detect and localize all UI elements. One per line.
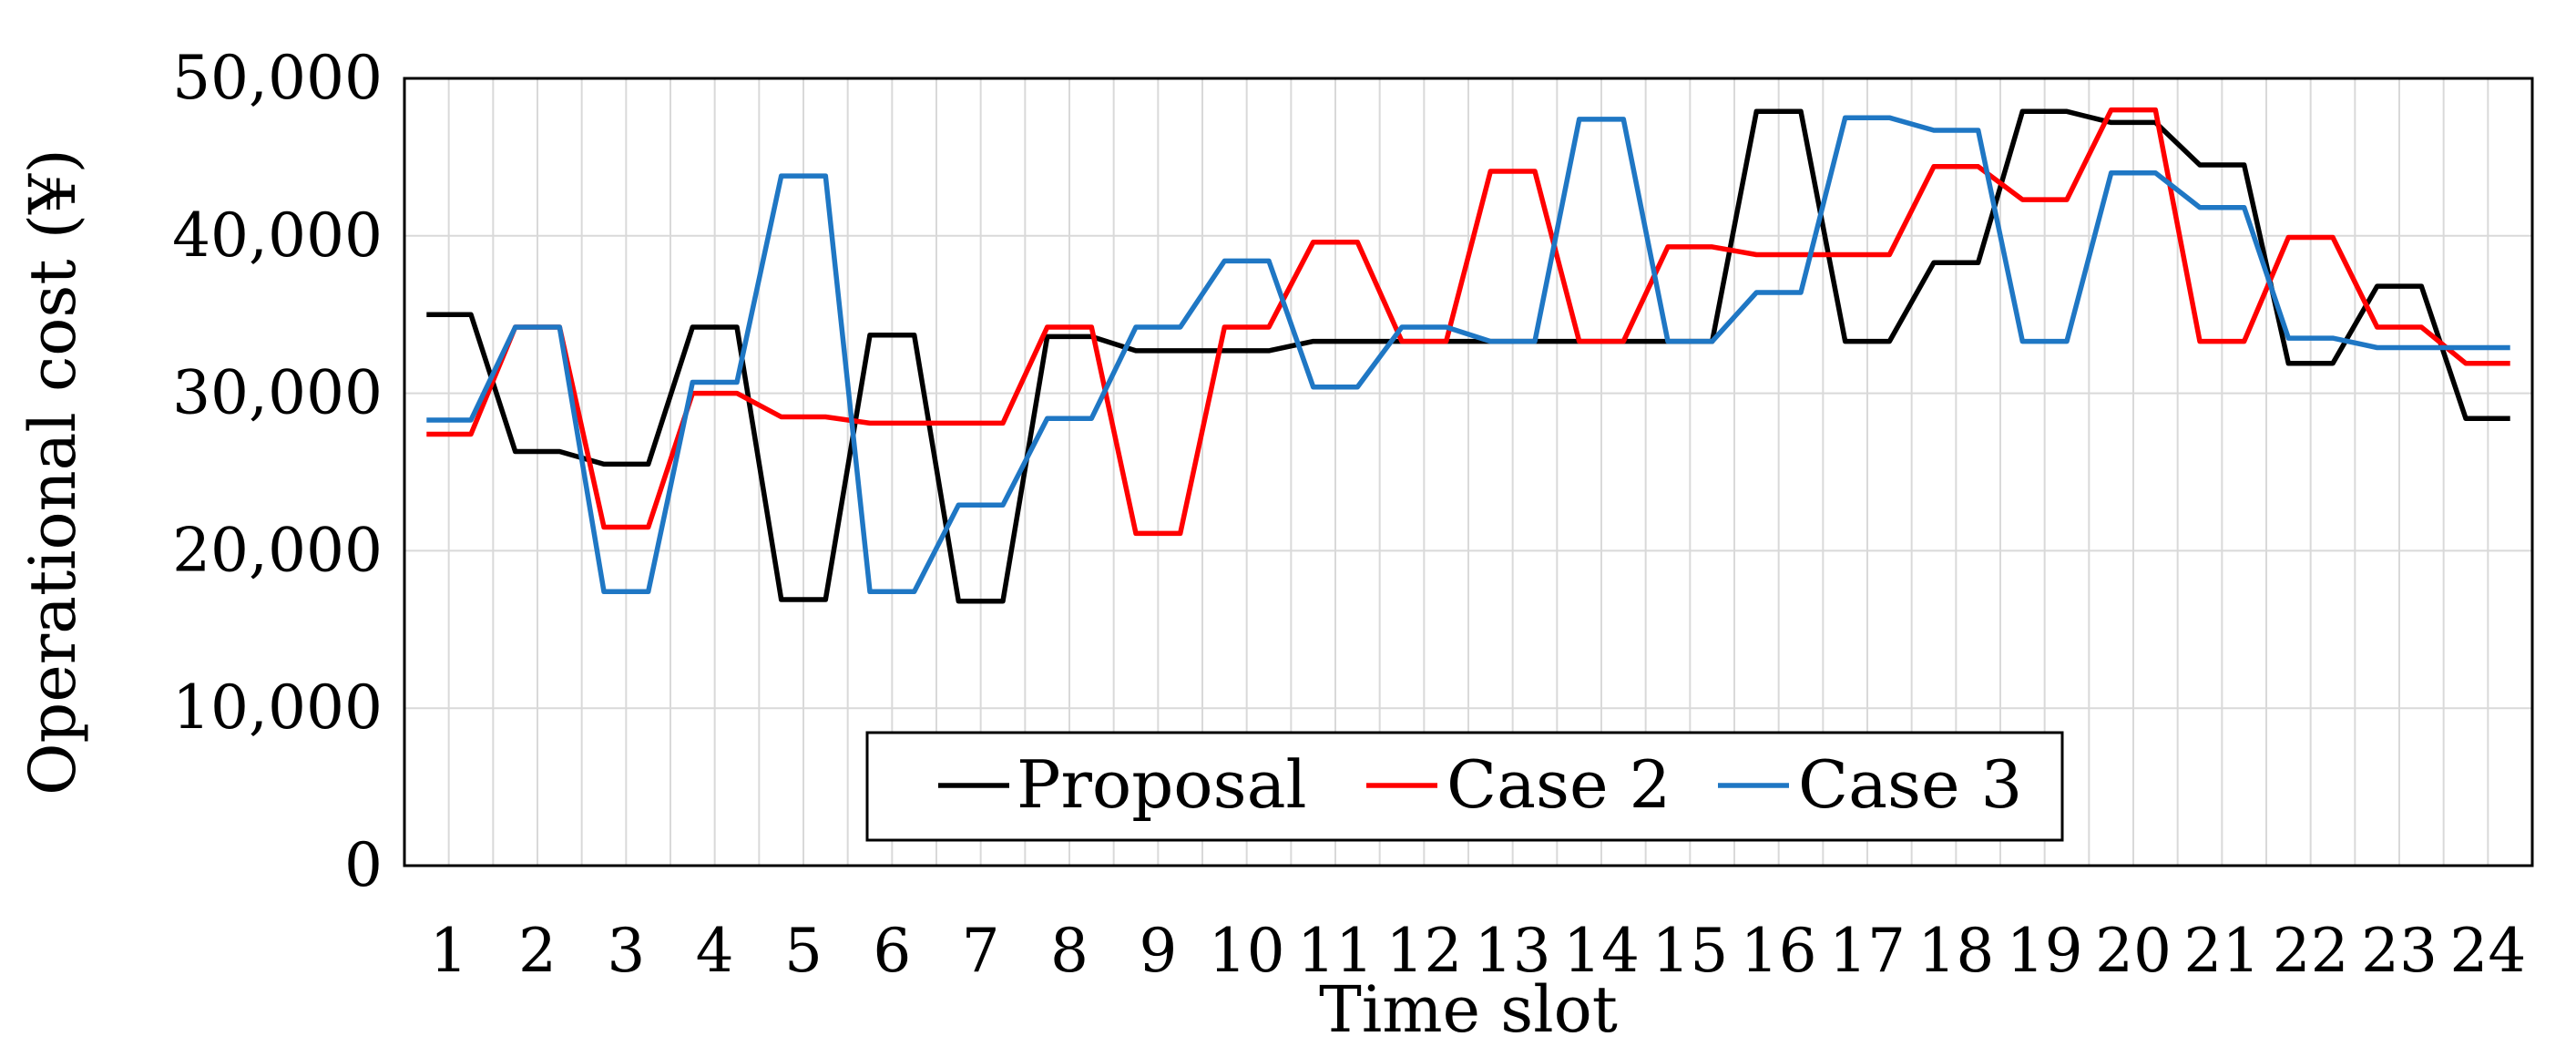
x-tick-label: 20	[2095, 916, 2172, 986]
x-tick-label: 17	[1829, 916, 1906, 986]
x-tick-label: 12	[1385, 916, 1462, 986]
y-tick-label: 20,000	[172, 515, 383, 585]
x-tick-label: 8	[1050, 916, 1089, 986]
y-axis-ticks: 0 10,000 20,000 30,000 40,000 50,000	[172, 43, 383, 900]
y-axis-title: Operational cost (¥)	[15, 149, 90, 795]
series-line-case-2	[426, 107, 2510, 537]
y-tick-label: 50,000	[172, 43, 383, 113]
x-tick-label: 14	[1563, 916, 1640, 986]
x-axis-title: Time slot	[1319, 972, 1618, 1047]
x-axis-ticks: 1 2 3 4 5 6 7 8 9 10 11 12 13 14 15 16 17 18 19 20 21 22 23 24	[430, 916, 2527, 986]
x-tick-label: 4	[696, 916, 734, 986]
x-tick-label: 5	[784, 916, 823, 986]
x-tick-label: 22	[2273, 916, 2349, 986]
x-tick-label: 15	[1651, 916, 1728, 986]
x-tick-label: 2	[518, 916, 557, 986]
x-tick-label: 9	[1139, 916, 1177, 986]
x-tick-label: 10	[1209, 916, 1285, 986]
legend-label-case-3: Case 3	[1798, 746, 2022, 823]
series-line-proposal	[426, 108, 2510, 604]
x-tick-label: 11	[1297, 916, 1374, 986]
y-tick-label: 40,000	[172, 200, 383, 271]
plot-frame	[403, 77, 2534, 867]
x-tick-label: 16	[1741, 916, 1817, 986]
x-tick-label: 19	[2007, 916, 2083, 986]
x-tick-label: 13	[1475, 916, 1551, 986]
x-tick-label: 7	[962, 916, 1000, 986]
y-tick-label: 10,000	[172, 672, 383, 743]
y-tick-label: 30,000	[172, 358, 383, 428]
x-tick-label: 3	[607, 916, 645, 986]
y-tick-label: 0	[344, 830, 383, 900]
legend-box	[865, 731, 2064, 842]
legend-label-case-2: Case 2	[1446, 746, 1671, 823]
x-tick-label: 18	[1917, 916, 1994, 986]
x-tick-label: 1	[430, 916, 468, 986]
x-tick-label: 6	[873, 916, 911, 986]
legend: Proposal Case 2 Case 3	[865, 731, 2064, 842]
series-layer	[426, 107, 2510, 604]
x-tick-label: 23	[2361, 916, 2438, 986]
legend-label-proposal: Proposal	[1017, 746, 1307, 823]
series-line-case-3	[426, 115, 2510, 595]
x-tick-label: 24	[2449, 916, 2526, 986]
x-tick-label: 21	[2183, 916, 2260, 986]
